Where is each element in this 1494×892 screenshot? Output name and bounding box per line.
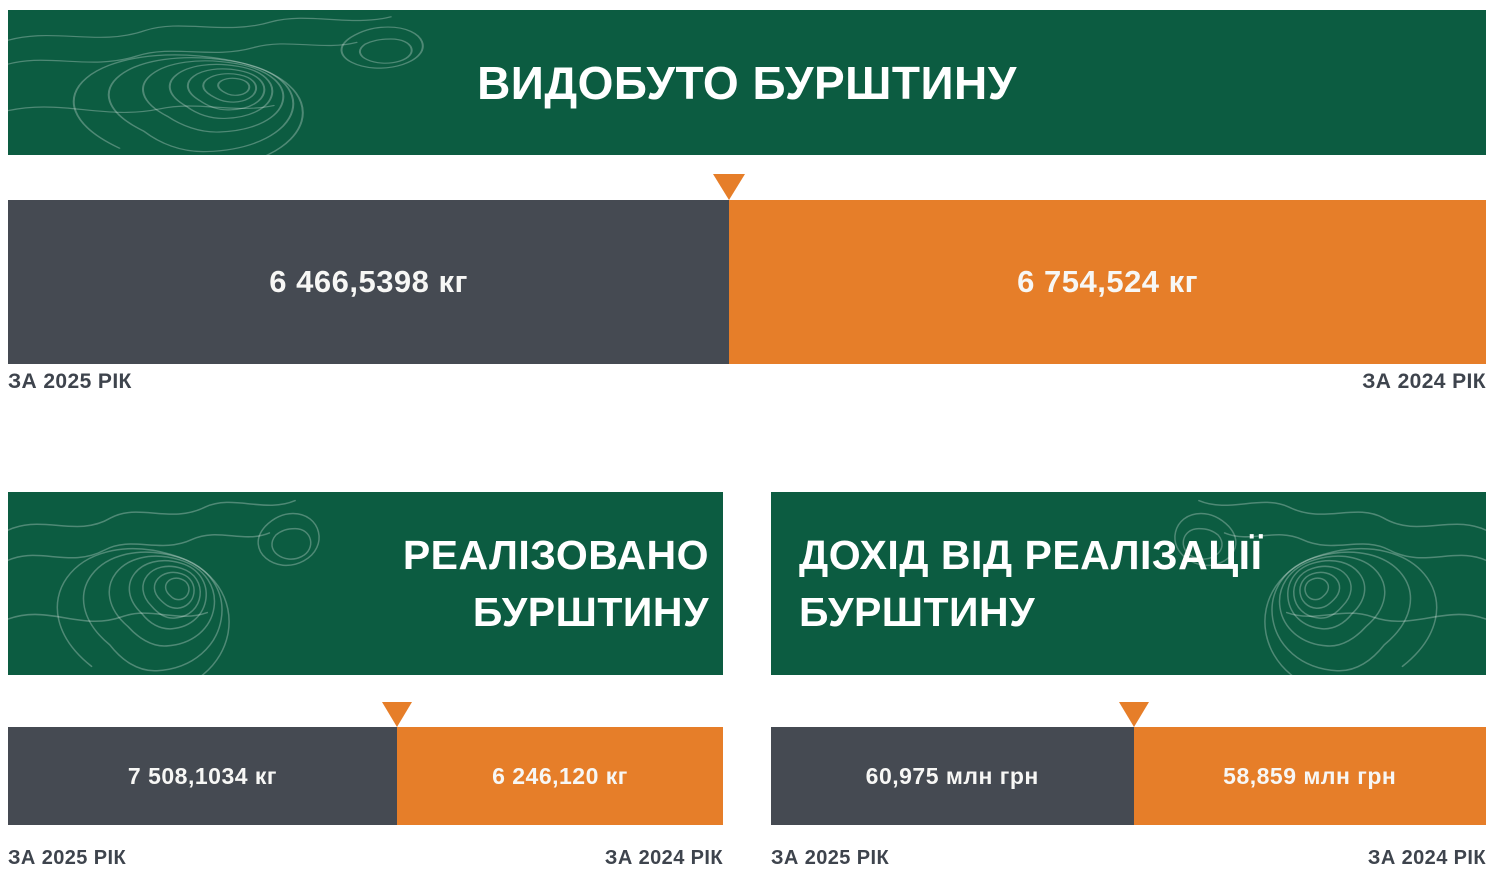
sold-bar: 7 508,1034 кг 6 246,120 кг (8, 727, 723, 825)
mined-2024-segment: 6 754,524 кг (729, 200, 1486, 364)
revenue-2024-value: 58,859 млн грн (1223, 762, 1397, 789)
sold-2024-segment: 6 246,120 кг (396, 727, 723, 825)
section-revenue: ДОХІД ВІД РЕАЛІЗАЦІЇ БУРШТИНУ 60,975 млн… (771, 492, 1486, 884)
section-sold: РЕАЛІЗОВАНО БУРШТИНУ 7 508,1034 кг 6 246… (8, 492, 723, 884)
sold-title: РЕАЛІЗОВАНО БУРШТИНУ (402, 531, 709, 635)
split-marker-triangle-icon (713, 174, 746, 200)
revenue-2024-segment: 58,859 млн грн (1133, 727, 1486, 825)
mined-2025-segment: 6 466,5398 кг (8, 200, 730, 364)
mined-title: ВИДОБУТО БУРШТИНУ (477, 56, 1017, 109)
mined-legend: ЗА 2025 РІК ЗА 2024 РІК (8, 370, 1486, 394)
sold-2025-segment: 7 508,1034 кг (8, 727, 397, 825)
sold-2025-value: 7 508,1034 кг (127, 762, 278, 789)
sold-legend: ЗА 2025 РІК ЗА 2024 РІК (8, 847, 723, 870)
revenue-title: ДОХІД ВІД РЕАЛІЗАЦІЇ БУРШТИНУ (799, 531, 1263, 635)
revenue-banner: ДОХІД ВІД РЕАЛІЗАЦІЇ БУРШТИНУ (771, 492, 1486, 675)
mined-2025-label: ЗА 2025 РІК (8, 370, 132, 393)
sold-2024-label: ЗА 2024 РІК (604, 847, 723, 869)
section-mined: ВИДОБУТО БУРШТИНУ 6 466,5398 кг 6 754,52… (8, 10, 1486, 410)
revenue-2025-segment: 60,975 млн грн (771, 727, 1134, 825)
sold-2025-label: ЗА 2025 РІК (8, 847, 127, 869)
mined-bar: 6 466,5398 кг 6 754,524 кг (8, 200, 1486, 364)
mined-2024-label: ЗА 2024 РІК (1362, 370, 1486, 393)
split-marker-triangle-icon (381, 702, 412, 727)
mined-banner: ВИДОБУТО БУРШТИНУ (8, 10, 1486, 155)
revenue-2024-label: ЗА 2024 РІК (1367, 847, 1486, 869)
sold-2024-value: 6 246,120 кг (492, 762, 628, 789)
revenue-legend: ЗА 2025 РІК ЗА 2024 РІК (771, 847, 1486, 870)
revenue-2025-value: 60,975 млн грн (865, 762, 1039, 789)
mined-2024-value: 6 754,524 кг (1017, 264, 1199, 299)
revenue-bar: 60,975 млн грн 58,859 млн грн (771, 727, 1486, 825)
sold-banner: РЕАЛІЗОВАНО БУРШТИНУ (8, 492, 723, 675)
revenue-2025-label: ЗА 2025 РІК (771, 847, 890, 869)
split-marker-triangle-icon (1118, 702, 1149, 727)
mined-2025-value: 6 466,5398 кг (269, 264, 468, 299)
